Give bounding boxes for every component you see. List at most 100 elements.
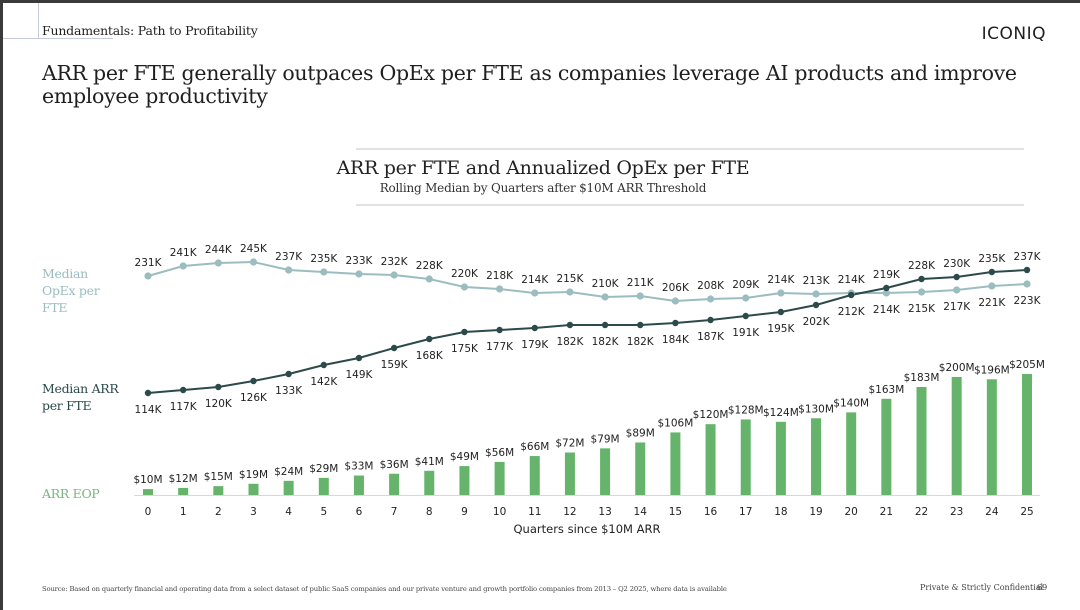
bar-arr-eop	[881, 398, 892, 495]
arr-fte-data-label: 230K	[943, 258, 971, 270]
point-opex-per-fte	[249, 258, 258, 266]
point-arr-per-fte	[777, 308, 785, 316]
arr-fte-data-label: 182K	[592, 336, 620, 348]
legend-arr-per-fte: Median ARR per FTE	[42, 381, 119, 413]
x-tick-label: 1	[180, 506, 187, 518]
opex-data-label: 235K	[310, 253, 338, 265]
point-opex-per-fte	[355, 270, 363, 278]
opex-data-label: 233K	[345, 255, 373, 267]
bar-arr-eop	[143, 489, 153, 495]
x-tick-label: 10	[493, 506, 506, 518]
point-arr-per-fte	[355, 354, 363, 362]
bar-data-label: $15M	[204, 471, 233, 483]
opex-data-label: 232K	[381, 256, 409, 268]
bar-arr-eop	[600, 448, 611, 495]
x-tick-label: 0	[145, 506, 152, 518]
point-arr-per-fte	[390, 344, 398, 352]
guide-line-vertical	[38, 3, 39, 39]
x-tick-label: 23	[950, 506, 963, 518]
point-arr-per-fte	[461, 328, 468, 336]
chart-subtitle-text: Rolling Median by Quarters after $10M AR…	[379, 181, 707, 195]
window-frame-left	[0, 0, 3, 610]
bar-data-label: $29M	[309, 463, 338, 475]
point-opex-per-fte	[285, 266, 293, 274]
point-arr-per-fte	[848, 291, 855, 299]
x-tick-label: 15	[669, 506, 682, 518]
bar-arr-eop	[178, 487, 189, 495]
opex-data-label: 223K	[1014, 295, 1042, 307]
bar-arr-eop	[283, 480, 294, 495]
bar-data-label: $140M	[833, 397, 869, 409]
point-arr-per-fte	[812, 301, 820, 309]
bar-arr-eop	[564, 452, 575, 495]
bar-data-label: $89M	[626, 427, 655, 439]
point-opex-per-fte	[425, 275, 433, 283]
point-opex-per-fte	[917, 288, 926, 296]
point-opex-per-fte	[812, 290, 820, 298]
x-tick-label: 17	[739, 506, 752, 518]
x-tick-label: 2	[215, 506, 222, 518]
bar-arr-eop	[740, 419, 751, 495]
footer-confidential: Private & Strictly Confidential	[920, 583, 1044, 592]
chart-title-text: ARR per FTE and Annualized OpEx per FTE	[336, 157, 750, 179]
opex-data-label: 214K	[767, 274, 795, 286]
bar-arr-eop	[986, 379, 997, 495]
arr-fte-data-label: 237K	[1014, 251, 1042, 263]
arr-fte-data-label: 114K	[135, 404, 163, 416]
point-opex-per-fte	[953, 286, 961, 294]
point-arr-per-fte	[215, 383, 222, 391]
point-arr-per-fte	[707, 316, 714, 324]
arr-fte-data-label: 182K	[556, 336, 584, 348]
bar-data-label: $41M	[415, 456, 444, 468]
x-tick-label: 8	[426, 506, 433, 518]
point-arr-per-fte	[250, 377, 257, 385]
point-arr-per-fte	[285, 370, 292, 378]
opex-data-label: 231K	[135, 257, 163, 269]
opex-data-label: 237K	[275, 251, 303, 263]
bar-arr-eop	[213, 486, 224, 495]
bar-data-label: $36M	[380, 459, 409, 471]
bar-data-label: $56M	[485, 447, 514, 459]
arr-fte-data-label: 184K	[662, 334, 690, 346]
arr-fte-data-label: 159K	[381, 359, 409, 371]
point-arr-per-fte	[1023, 266, 1031, 274]
x-tick-label: 21	[880, 506, 893, 518]
x-tick-label: 13	[598, 506, 611, 518]
opex-data-label: 211K	[627, 277, 655, 289]
opex-data-label: 228K	[416, 260, 444, 272]
point-arr-per-fte	[320, 361, 327, 369]
bar-data-label: $10M	[133, 474, 162, 486]
bar-data-label: $24M	[274, 466, 303, 478]
footer-source-note: Source: Based on quarterly financial and…	[42, 585, 727, 593]
opex-data-label: 214K	[521, 274, 549, 286]
bar-data-label: $79M	[591, 433, 620, 445]
bar-arr-eop	[459, 466, 470, 495]
point-arr-per-fte	[918, 275, 925, 283]
bar-arr-eop	[318, 477, 329, 495]
x-tick-label: 25	[1020, 506, 1033, 518]
arr-fte-data-label: 126K	[240, 392, 268, 404]
x-tick-label: 16	[704, 506, 718, 518]
opex-data-label: 245K	[240, 243, 268, 255]
point-arr-per-fte	[883, 284, 890, 292]
point-arr-per-fte	[426, 335, 433, 343]
x-axis-title: Quarters since $10M ARR	[514, 522, 661, 536]
arr-fte-data-label: 235K	[978, 253, 1006, 265]
bar-data-label: $33M	[344, 461, 373, 473]
arr-fte-data-label: 133K	[275, 385, 303, 397]
page-number: 69	[1037, 583, 1048, 592]
opex-data-label: 215K	[908, 303, 936, 315]
arr-fte-data-label: 228K	[908, 260, 936, 272]
slide-headline: ARR per FTE generally outpaces OpEx per …	[42, 61, 1017, 108]
x-tick-label: 18	[774, 506, 787, 518]
point-opex-per-fte	[601, 293, 609, 301]
opex-data-label: 208K	[697, 280, 725, 292]
opex-data-label: 206K	[662, 282, 690, 294]
bar-arr-eop	[705, 424, 716, 495]
bar-arr-eop	[951, 376, 962, 495]
point-opex-per-fte	[1023, 280, 1031, 288]
bar-arr-eop	[775, 421, 786, 495]
window-frame-top	[0, 0, 1080, 3]
line-opex-per-fte	[147, 260, 1028, 303]
